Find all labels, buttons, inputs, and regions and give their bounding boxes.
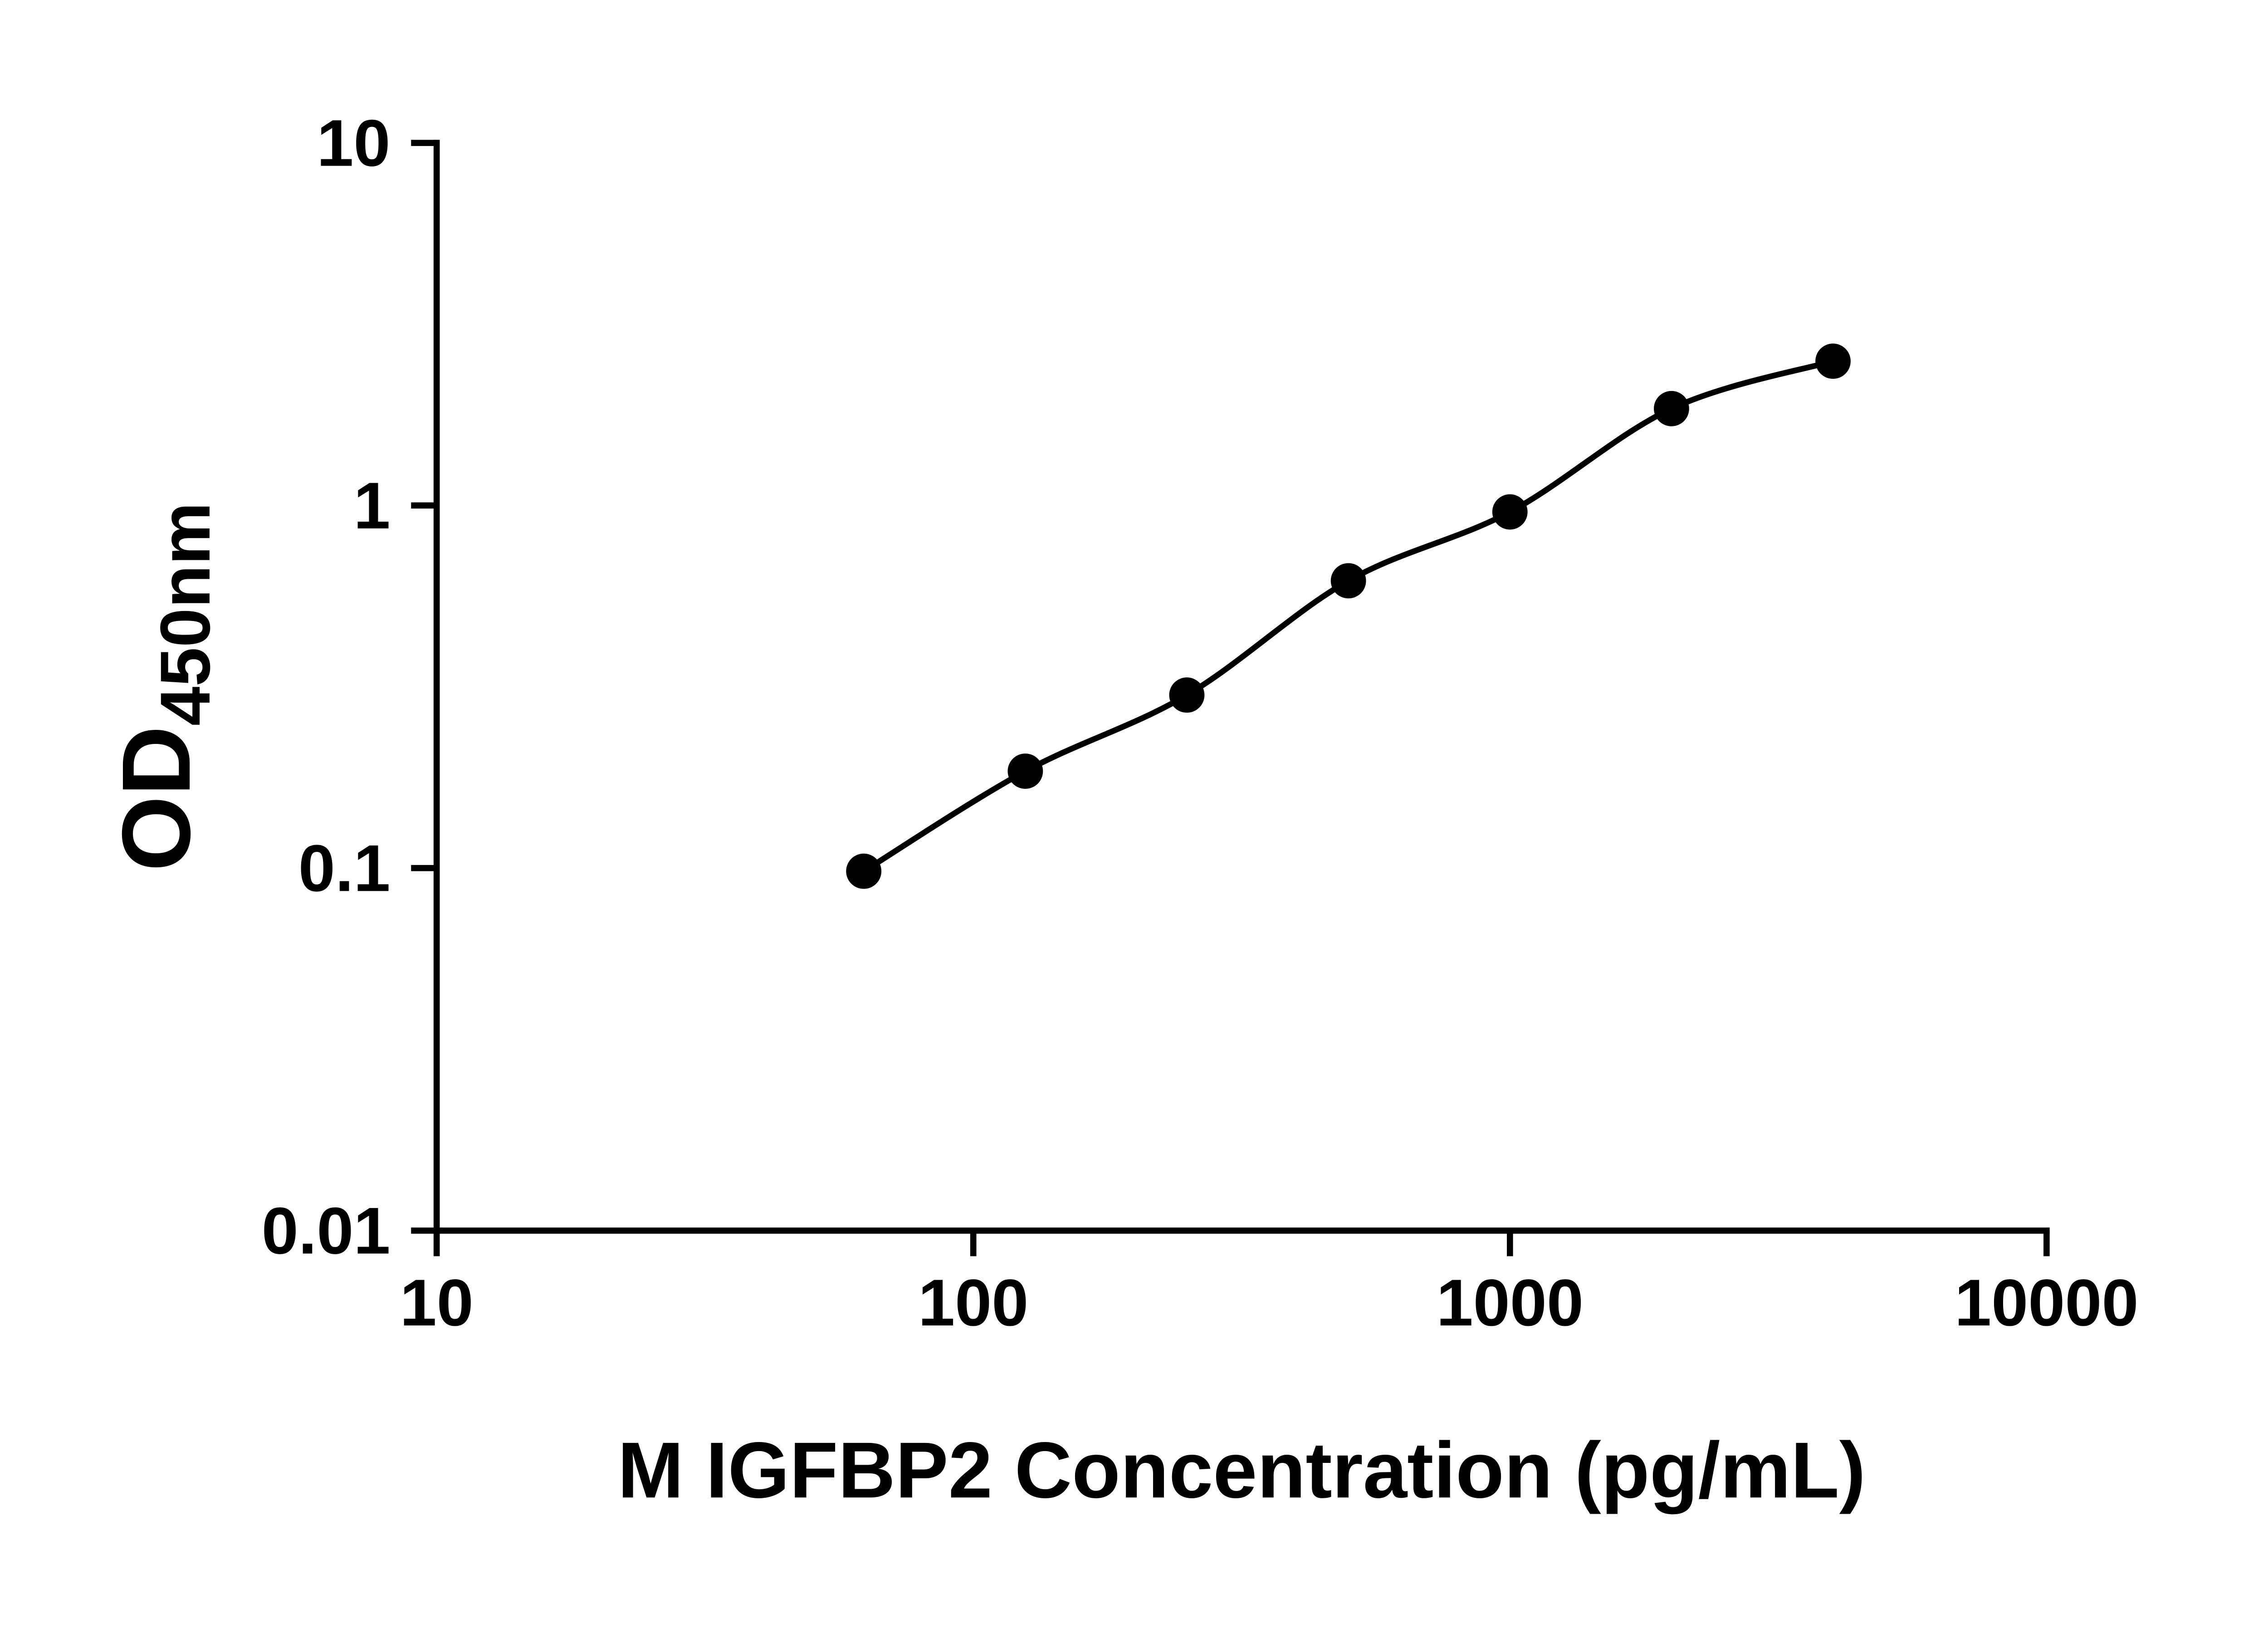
y-tick-label: 0.01 [262,1194,391,1268]
data-point [1654,391,1689,426]
y-axis-title-sub: 450nm [146,502,225,726]
data-point [1330,563,1366,599]
y-tick-label: 0.1 [298,831,391,905]
data-point [846,853,882,889]
x-tick-label: 10 [400,1266,474,1340]
y-axis-title-main: OD [102,726,210,871]
x-tick-label: 100 [918,1266,1028,1340]
data-point [1007,753,1043,789]
data-point [1492,494,1528,530]
y-tick-label: 10 [317,106,390,180]
x-tick-label: 1000 [1437,1266,1584,1340]
data-point [1815,343,1851,379]
figure-background [0,0,2268,1588]
standard-curve-chart: 0.01 0.1 1 10 10 100 1000 10000 M IGFBP2 Concent… [0,0,2268,1588]
elisa-standard-curve-figure: 0.01 0.1 1 10 10 100 1000 10000 M IGFBP2 Concent… [0,0,2268,1588]
data-point [1169,677,1205,713]
x-tick-label: 10000 [1955,1266,2139,1340]
x-axis-title: M IGFBP2 Concentration (pg/mL) [617,1426,1866,1515]
y-tick-label: 1 [353,469,390,543]
y-axis-title: OD450nm [102,502,225,871]
